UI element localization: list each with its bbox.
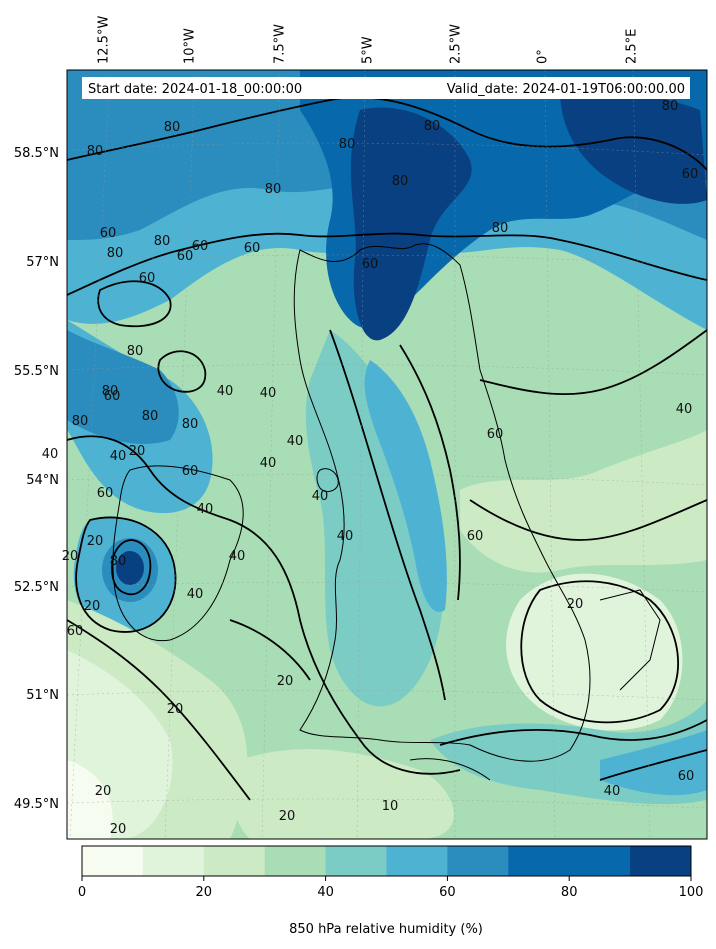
contour-label: 40: [217, 384, 234, 399]
contour-label: 40: [110, 449, 127, 464]
contour-label: 80: [102, 384, 119, 399]
lon-label: 5°W: [361, 36, 376, 64]
contour-label: 40: [676, 402, 693, 417]
lat-label: 55.5°N: [14, 364, 59, 379]
lon-label: 7.5°W: [273, 24, 288, 64]
contour-label: 60: [139, 271, 156, 286]
contour-label: 60: [104, 389, 121, 404]
contour-label: 40: [197, 502, 214, 517]
colorbar-swatch: [142, 846, 205, 876]
contour-label: 80: [107, 246, 124, 261]
contour-label: 40: [337, 529, 354, 544]
colorbar-swatch: [508, 846, 570, 876]
contour-label: 20: [62, 549, 79, 564]
colorbar-swatch: [630, 846, 692, 876]
contour-label: 80: [110, 554, 127, 569]
lat-label: 58.5°N: [14, 146, 59, 161]
colorbar-tick-label: 40: [317, 885, 334, 900]
contour-label: 80: [182, 417, 199, 432]
contour-label: 20: [279, 809, 296, 824]
contour-label: 80: [424, 119, 441, 134]
contour-label: 20: [567, 597, 584, 612]
latitude-labels: 58.5°N 57°N 55.5°N 54°N 52.5°N 51°N 49.5°N: [14, 146, 59, 812]
colorbar-label: 850 hPa relative humidity (%): [289, 922, 483, 937]
contour-label: 80: [142, 409, 159, 424]
colorbar-tick-label: 100: [679, 885, 704, 900]
contour-label: 40: [229, 549, 246, 564]
contour-label: 80: [154, 234, 171, 249]
start-date: Start date: 2024-01-18_00:00:00: [88, 82, 302, 97]
lat-label: 49.5°N: [14, 797, 59, 812]
contour-label: 60: [177, 249, 194, 264]
colorbar-swatch: [447, 846, 509, 876]
colorbar: 0 20 40 60 80 100 850 hPa relative humidity (…: [78, 845, 704, 937]
lon-label: 10°W: [183, 28, 198, 64]
colorbar-swatch: [203, 846, 266, 876]
contour-label: 80: [127, 344, 144, 359]
lat-label: 54°N: [26, 473, 59, 488]
longitude-labels: 12.5°W 10°W 7.5°W 5°W 2.5°W 0° 2.5°E: [97, 16, 640, 64]
contour-label: 80: [72, 414, 89, 429]
contour-label: 80: [87, 144, 104, 159]
contour-label: 80: [339, 137, 356, 152]
contour-label: 20: [277, 674, 294, 689]
colorbar-swatch: [569, 846, 631, 876]
contour-label: 40: [260, 456, 277, 471]
contour-label: 80: [392, 174, 409, 189]
contour-label: 20: [87, 534, 104, 549]
contour-label: 60: [678, 769, 695, 784]
contour-label: 60: [682, 167, 699, 182]
lat-label: 57°N: [26, 255, 59, 270]
colorbar-swatch: [82, 846, 144, 876]
colorbar-tick-label: 60: [439, 885, 456, 900]
contour-label: 40: [187, 587, 204, 602]
colorbar-tick-label: 0: [78, 885, 86, 900]
lon-label: 12.5°W: [97, 16, 112, 64]
contour-label: 80: [164, 120, 181, 135]
lon-label: 0°: [536, 49, 551, 64]
contour-label: 20: [167, 702, 184, 717]
colorbar-swatch: [325, 846, 387, 876]
contour-label: 40: [312, 489, 329, 504]
colorbar-tick-label: 20: [196, 885, 213, 900]
lon-label: 2.5°E: [625, 29, 640, 64]
contour-label: 40: [260, 386, 277, 401]
contour-label: 80: [265, 182, 282, 197]
lat-label: 52.5°N: [14, 580, 59, 595]
contour-label: 60: [362, 257, 379, 272]
contour-label: 20: [84, 599, 101, 614]
contour-label: 20: [110, 822, 127, 837]
lon-label: 2.5°W: [449, 24, 464, 64]
contour-label: 60: [487, 427, 504, 442]
colorbar-swatch: [264, 846, 327, 876]
colorbar-swatch: [386, 846, 448, 876]
colorbar-tick-label: 80: [561, 885, 578, 900]
contour-label: 40: [604, 784, 621, 799]
contour-label: 60: [467, 529, 484, 544]
contour-label: 80: [492, 221, 509, 236]
valid-date: Valid_date: 2024-01-19T06:00:00.00: [447, 82, 685, 97]
contour-label: 60: [244, 241, 261, 256]
contour-label: 10: [382, 799, 399, 814]
contour-label: 20: [95, 784, 112, 799]
header-box: [82, 77, 690, 99]
contour-label: 60: [100, 226, 117, 241]
contour-label: 80: [662, 99, 679, 114]
contour-label: 60: [182, 464, 199, 479]
humidity-field: [67, 70, 707, 839]
contour-label: 40: [287, 434, 304, 449]
contour-label: 60: [97, 486, 114, 501]
contour-label: 20: [129, 444, 146, 459]
contour-label: 60: [67, 624, 84, 639]
contour-label: 60: [192, 239, 209, 254]
lat-label: 51°N: [26, 688, 59, 703]
contour-label: 40: [42, 447, 59, 462]
